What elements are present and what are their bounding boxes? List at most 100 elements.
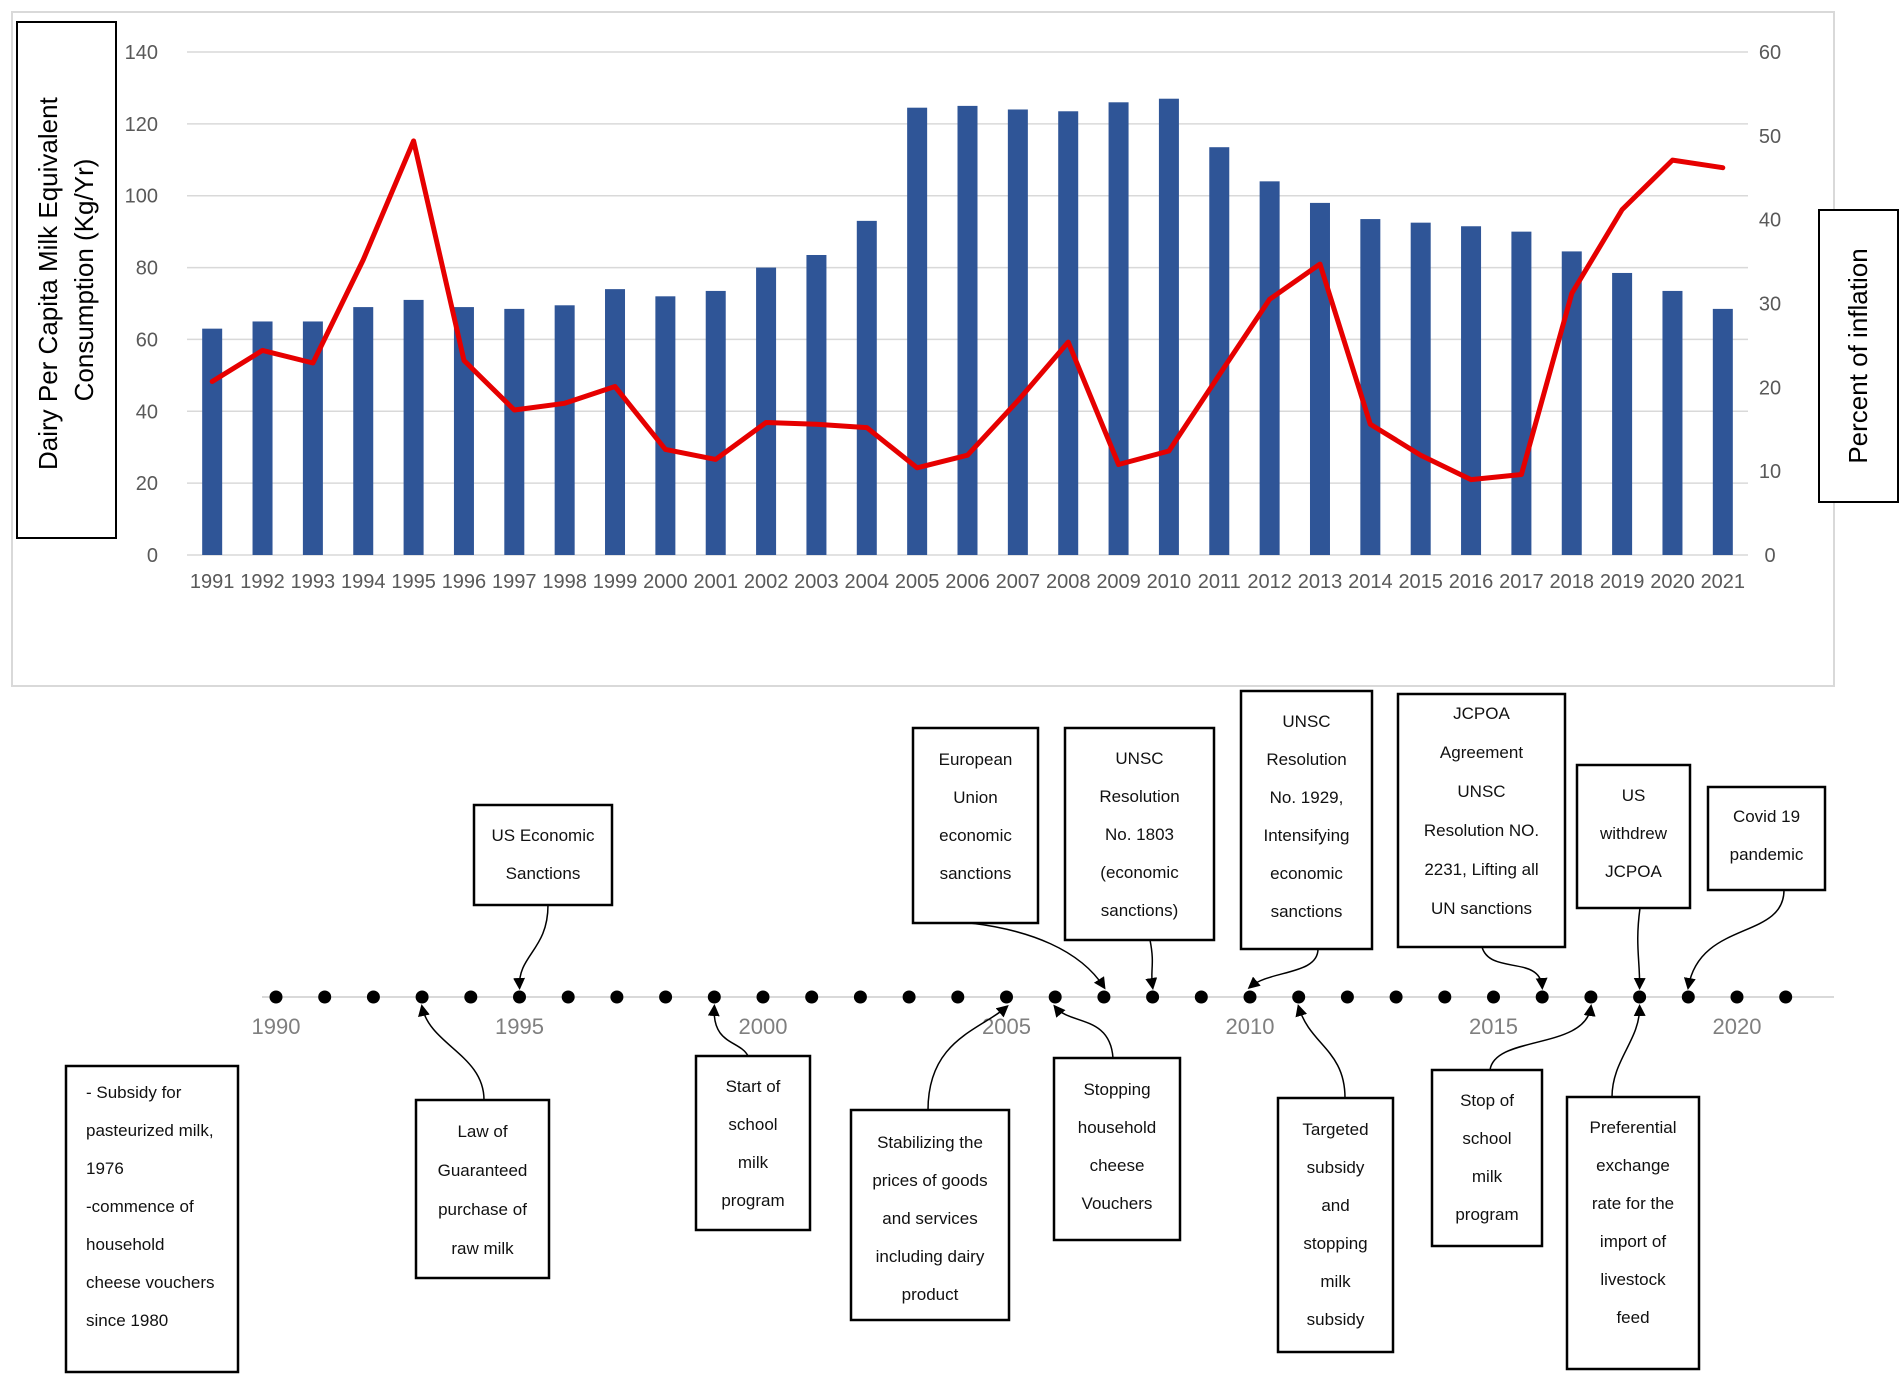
right-axis-title-box <box>1818 209 1899 503</box>
timeline-dot <box>464 990 478 1004</box>
bar-2017 <box>1511 231 1532 555</box>
timeline-dot <box>951 990 965 1004</box>
event-label-line: withdrew <box>1599 824 1668 843</box>
x-tick-label: 2008 <box>1046 571 1091 593</box>
bar-2014 <box>1360 219 1381 555</box>
event-label-line: sanctions <box>1271 902 1343 921</box>
bar-2002 <box>756 267 777 555</box>
event-label-line: prices of goods <box>872 1171 987 1190</box>
event-box-targeted-subsidy: Targeted subsidy and stopping milk subsidy <box>1276 1096 1395 1354</box>
event-box-law-guaranteed: Law of Guaranteed purchase of raw milk <box>414 1098 551 1280</box>
event-label-line: UN sanctions <box>1431 899 1532 918</box>
arrow-us-withdrew <box>1633 907 1646 990</box>
right-axis-ticks: 0 10 20 30 40 50 60 <box>1759 42 1781 567</box>
timeline-dot <box>1779 990 1793 1004</box>
event-label: UNSC Resolution No. 1803 (economic sanctions… <box>1099 749 1179 920</box>
arrow-school-milk-stop <box>1489 1004 1596 1071</box>
event-label-line: milk <box>1472 1167 1503 1186</box>
bar-2003 <box>806 254 827 555</box>
event-label: Law of Guaranteed purchase of raw milk <box>438 1122 528 1258</box>
event-box-jcpoa: JCPOA Agreement UNSC Resolution NO. 2231, Li… <box>1396 692 1567 949</box>
timeline-dot <box>561 990 575 1004</box>
x-tick-label: 1992 <box>240 571 285 593</box>
timeline-dot <box>659 990 673 1004</box>
event-label-line: household <box>1078 1118 1156 1137</box>
event-label-line: No. 1929, <box>1270 788 1344 807</box>
event-label-line: economic <box>1270 864 1343 883</box>
x-tick-label: 2012 <box>1247 571 1292 593</box>
arrow-jcpoa <box>1481 946 1548 990</box>
right-tick-label: 50 <box>1759 126 1781 148</box>
bar-series <box>202 98 1733 556</box>
timeline-year-label: 1995 <box>495 1014 544 1039</box>
x-tick-label: 2002 <box>744 571 789 593</box>
event-label: JCPOA Agreement UNSC Resolution NO. 2231, Li… <box>1424 704 1539 918</box>
event-label-line: JCPOA <box>1605 862 1662 881</box>
bar-2010 <box>1158 98 1179 555</box>
timeline-dot <box>1000 990 1013 1004</box>
event-box-eu-sanctions: European Union economic sanctions <box>911 726 1040 925</box>
bar-1993 <box>302 321 323 555</box>
event-label-line: Stop of <box>1460 1091 1514 1110</box>
event-label-line: milk <box>738 1153 769 1172</box>
timeline-dot <box>1097 990 1111 1004</box>
left-axis-ticks: 0 20 40 60 80 100 120 140 <box>125 42 158 567</box>
x-tick-label: 2016 <box>1449 571 1494 593</box>
arrow-eu-sanctions <box>969 922 1106 990</box>
timeline-year-label: 2020 <box>1713 1014 1762 1039</box>
timeline-dot <box>1633 990 1647 1004</box>
event-label-line: rate for the <box>1592 1194 1674 1213</box>
timeline-dot <box>1292 990 1306 1004</box>
arrow-cheese-vouchers-stop <box>1053 1004 1114 1059</box>
x-tick-label: 2019 <box>1600 571 1645 593</box>
bar-2013 <box>1309 202 1330 555</box>
timeline-dot <box>1389 990 1403 1004</box>
event-label: Covid 19 pandemic <box>1730 807 1804 864</box>
event-label: Stabilizing the prices of goods and servic… <box>872 1133 987 1304</box>
x-tick-label: 1991 <box>190 571 235 593</box>
event-label-line: purchase of <box>438 1200 527 1219</box>
arrow-unsc-1929 <box>1247 948 1319 989</box>
bar-2011 <box>1209 147 1230 556</box>
event-label-line: program <box>1455 1205 1518 1224</box>
bar-1996 <box>453 307 474 555</box>
arrow-preferential-exchange <box>1611 1004 1646 1098</box>
event-label-line: Targeted <box>1302 1120 1368 1139</box>
event-label-line: economic <box>939 826 1012 845</box>
timeline-dot <box>1681 990 1695 1004</box>
timeline-arrows <box>418 889 1785 1111</box>
bar-2019 <box>1612 272 1633 555</box>
timeline-dot <box>1194 990 1208 1004</box>
bar-2008 <box>1058 111 1079 556</box>
event-label-line: stopping <box>1303 1234 1367 1253</box>
bar-2015 <box>1410 222 1431 556</box>
event-label-line: No. 1803 <box>1105 825 1174 844</box>
event-label-line: subsidy <box>1307 1158 1365 1177</box>
x-tick-label: 2011 <box>1198 571 1241 593</box>
arrow-targeted-subsidy <box>1295 1004 1346 1099</box>
timeline-dot <box>1535 990 1549 1004</box>
event-label-line: Covid 19 <box>1733 807 1800 826</box>
event-label-line: Union <box>953 788 997 807</box>
event-label-line: school <box>1462 1129 1511 1148</box>
right-tick-label: 20 <box>1759 377 1781 399</box>
x-tick-label: 2007 <box>996 571 1041 593</box>
left-axis-title: Dairy Per Capita Milk Equivalent Consump… <box>33 90 99 470</box>
bar-2004 <box>856 220 877 555</box>
bar-1991 <box>202 328 223 555</box>
x-tick-label: 2010 <box>1147 571 1192 593</box>
event-label-line: UNSC <box>1282 712 1330 731</box>
x-tick-label: 2013 <box>1298 571 1343 593</box>
x-tick-label: 1993 <box>291 571 336 593</box>
left-tick-label: 80 <box>136 258 158 280</box>
timeline-year-label: 2015 <box>1469 1014 1518 1039</box>
x-tick-label: 2020 <box>1650 571 1695 593</box>
arrow-unsc-1803 <box>1145 939 1158 990</box>
timeline-dot <box>853 990 867 1004</box>
right-axis-title: Percent of inflation <box>1843 248 1873 463</box>
event-box-frame <box>1430 1068 1544 1248</box>
event-label-line: and services <box>882 1209 977 1228</box>
bar-2018 <box>1561 251 1582 555</box>
event-box-us-withdrew: US withdrew JCPOA <box>1575 763 1692 910</box>
event-label-line: Law of <box>457 1122 507 1141</box>
